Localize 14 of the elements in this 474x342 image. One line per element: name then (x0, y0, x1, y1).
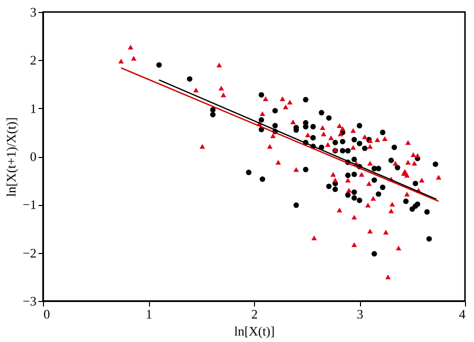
y-tick-label: −2 (22, 245, 36, 260)
y-tick-label: −1 (22, 197, 36, 212)
x-tick-label: 4 (459, 306, 466, 322)
y-tick-label: 0 (30, 149, 36, 164)
x-tick-label: 1 (146, 306, 152, 322)
x-tick-label: 2 (251, 306, 258, 322)
y-tick-label: −3 (22, 294, 36, 308)
y-tick-label: 2 (30, 52, 36, 68)
x-tick-label: 0 (44, 306, 50, 322)
x-axis-title: ln[X(t)] (234, 324, 275, 338)
y-tick-label: 3 (30, 4, 36, 20)
y-axis-title: ln[X(t+1)/X(t)] (4, 117, 19, 197)
x-tick-label: 3 (356, 306, 364, 322)
y-tick-label: 1 (30, 100, 36, 116)
